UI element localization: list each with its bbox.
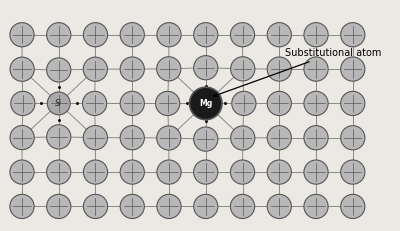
Circle shape (157, 160, 181, 184)
Circle shape (267, 91, 291, 116)
Circle shape (47, 58, 71, 82)
Circle shape (304, 126, 328, 150)
Circle shape (267, 194, 291, 219)
Circle shape (47, 194, 71, 219)
Circle shape (341, 126, 365, 150)
Circle shape (10, 194, 34, 219)
Circle shape (10, 160, 34, 184)
Circle shape (157, 23, 181, 47)
Text: Substitutional atom: Substitutional atom (214, 48, 382, 97)
Circle shape (47, 160, 71, 184)
Circle shape (304, 194, 328, 219)
Circle shape (304, 91, 328, 116)
Circle shape (194, 127, 218, 151)
Circle shape (267, 126, 291, 150)
Circle shape (83, 57, 108, 81)
Circle shape (267, 160, 291, 184)
Text: Mg: Mg (199, 99, 212, 108)
Circle shape (120, 126, 144, 150)
Circle shape (156, 91, 180, 116)
Circle shape (83, 125, 108, 150)
Circle shape (341, 91, 365, 116)
Circle shape (231, 57, 255, 81)
Circle shape (304, 23, 328, 47)
Circle shape (231, 126, 255, 150)
Circle shape (83, 23, 108, 47)
Circle shape (194, 160, 218, 184)
Circle shape (10, 23, 34, 47)
Circle shape (10, 125, 34, 150)
Circle shape (341, 194, 365, 219)
Circle shape (190, 87, 222, 120)
Circle shape (230, 23, 255, 47)
Circle shape (194, 23, 218, 47)
Text: Si: Si (55, 99, 62, 108)
Circle shape (230, 160, 255, 184)
Circle shape (267, 57, 291, 81)
Circle shape (120, 23, 144, 47)
Circle shape (83, 160, 108, 184)
Circle shape (120, 57, 144, 81)
Circle shape (194, 56, 218, 80)
Circle shape (82, 91, 107, 116)
Circle shape (341, 160, 365, 184)
Circle shape (47, 92, 70, 115)
Circle shape (157, 126, 181, 150)
Circle shape (232, 91, 256, 116)
Circle shape (304, 160, 328, 184)
Circle shape (194, 194, 218, 219)
Circle shape (47, 23, 71, 47)
Circle shape (120, 160, 144, 184)
Circle shape (47, 125, 71, 149)
Circle shape (267, 23, 291, 47)
Circle shape (341, 57, 365, 81)
Circle shape (230, 194, 255, 219)
Circle shape (304, 57, 328, 81)
Circle shape (10, 57, 34, 81)
Circle shape (157, 194, 181, 219)
Circle shape (120, 194, 144, 219)
Circle shape (11, 91, 35, 116)
Circle shape (157, 57, 181, 81)
Circle shape (341, 23, 365, 47)
Circle shape (83, 194, 108, 219)
Circle shape (120, 91, 144, 116)
